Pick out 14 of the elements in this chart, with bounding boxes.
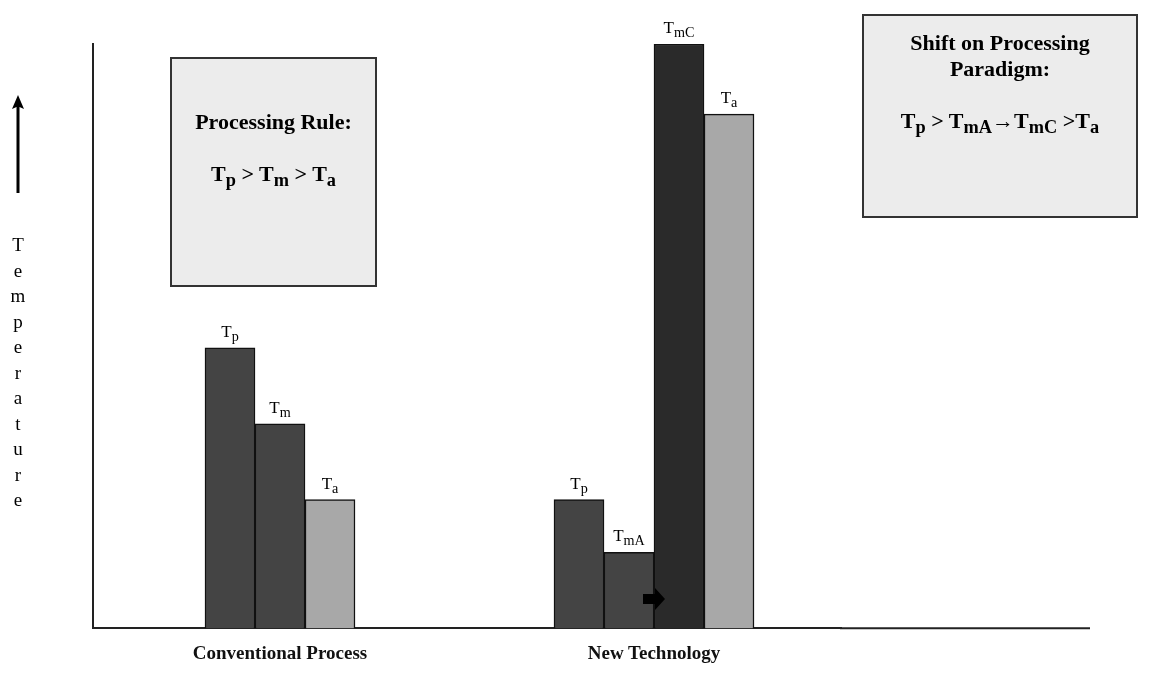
- annotation: Processing Rule:: [194, 109, 353, 135]
- note-box: Shift on Processing Paradigm: T$_{p}$ > T$_{mA}$→T$_{mC}$ >T$_{a}$: [862, 14, 1138, 218]
- annotation: T$_{p}$ > T$_{m}$ > T$_{a}$: [210, 161, 337, 192]
- x-tick-label: New Technology: [587, 641, 721, 663]
- series-label: T$_{mA}$: [613, 526, 645, 550]
- text: Temperature: [10, 234, 26, 510]
- text: T$_{p}$: [570, 473, 588, 497]
- series-label: T$_{m}$: [269, 397, 291, 422]
- series-label: T$_{a}$: [720, 88, 738, 112]
- series-label: T$_{p}$: [221, 321, 239, 346]
- x-tick-label: Conventional Process: [192, 641, 368, 663]
- series-label: T$_{mC}$: [663, 18, 695, 42]
- text: T$_{a}$: [321, 473, 339, 497]
- note-box: Processing Rule: T$_{p}$ > T$_{m}$ > T$_{a}$: [170, 57, 377, 287]
